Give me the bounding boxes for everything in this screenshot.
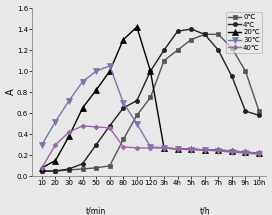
20℃ bbox=[230, 150, 234, 152]
0℃ bbox=[230, 47, 234, 49]
4℃ bbox=[149, 70, 152, 72]
30℃ bbox=[40, 143, 44, 146]
0℃ bbox=[81, 168, 84, 170]
0℃ bbox=[176, 49, 179, 51]
30℃ bbox=[122, 101, 125, 104]
Line: 30℃: 30℃ bbox=[39, 63, 262, 157]
30℃ bbox=[135, 122, 138, 125]
30℃ bbox=[230, 151, 234, 154]
4℃ bbox=[40, 170, 44, 172]
0℃ bbox=[122, 138, 125, 141]
Legend: 0℃, 4℃, 20℃, 30℃, 40℃: 0℃, 4℃, 20℃, 30℃, 40℃ bbox=[226, 12, 262, 53]
20℃ bbox=[122, 38, 125, 41]
0℃ bbox=[40, 170, 44, 172]
20℃ bbox=[217, 149, 220, 151]
Line: 20℃: 20℃ bbox=[39, 24, 262, 171]
30℃ bbox=[257, 153, 261, 155]
4℃ bbox=[176, 30, 179, 32]
20℃ bbox=[81, 107, 84, 109]
30℃ bbox=[244, 152, 247, 154]
40℃ bbox=[108, 127, 111, 129]
0℃ bbox=[135, 114, 138, 117]
30℃ bbox=[95, 70, 98, 72]
4℃ bbox=[162, 49, 166, 51]
40℃ bbox=[54, 143, 57, 146]
30℃ bbox=[81, 80, 84, 83]
40℃ bbox=[162, 147, 166, 149]
20℃ bbox=[67, 135, 71, 138]
Text: t/min: t/min bbox=[86, 207, 106, 215]
0℃ bbox=[244, 70, 247, 72]
40℃ bbox=[135, 147, 138, 149]
20℃ bbox=[257, 152, 261, 154]
4℃ bbox=[122, 107, 125, 109]
20℃ bbox=[190, 148, 193, 150]
Line: 4℃: 4℃ bbox=[40, 27, 261, 173]
30℃ bbox=[203, 149, 206, 151]
20℃ bbox=[203, 149, 206, 151]
30℃ bbox=[190, 149, 193, 151]
40℃ bbox=[67, 131, 71, 134]
0℃ bbox=[203, 33, 206, 36]
4℃ bbox=[203, 33, 206, 36]
40℃ bbox=[149, 147, 152, 149]
20℃ bbox=[95, 89, 98, 91]
40℃ bbox=[190, 148, 193, 150]
30℃ bbox=[54, 120, 57, 123]
20℃ bbox=[40, 167, 44, 169]
0℃ bbox=[108, 164, 111, 167]
40℃ bbox=[40, 167, 44, 169]
40℃ bbox=[203, 149, 206, 151]
Line: 40℃: 40℃ bbox=[40, 124, 261, 170]
Line: 0℃: 0℃ bbox=[40, 32, 261, 173]
40℃ bbox=[230, 150, 234, 152]
4℃ bbox=[190, 28, 193, 30]
4℃ bbox=[95, 143, 98, 146]
0℃ bbox=[54, 170, 57, 172]
40℃ bbox=[257, 152, 261, 154]
20℃ bbox=[54, 159, 57, 162]
0℃ bbox=[149, 96, 152, 99]
4℃ bbox=[135, 99, 138, 102]
30℃ bbox=[176, 148, 179, 150]
4℃ bbox=[230, 75, 234, 78]
30℃ bbox=[217, 150, 220, 152]
40℃ bbox=[176, 148, 179, 150]
0℃ bbox=[67, 169, 71, 171]
4℃ bbox=[217, 49, 220, 51]
40℃ bbox=[244, 151, 247, 154]
4℃ bbox=[81, 162, 84, 165]
4℃ bbox=[257, 114, 261, 117]
30℃ bbox=[108, 64, 111, 67]
20℃ bbox=[244, 151, 247, 154]
20℃ bbox=[176, 148, 179, 150]
Y-axis label: A: A bbox=[5, 89, 16, 95]
30℃ bbox=[149, 146, 152, 148]
0℃ bbox=[190, 38, 193, 41]
40℃ bbox=[95, 126, 98, 128]
30℃ bbox=[67, 99, 71, 102]
20℃ bbox=[162, 147, 166, 149]
4℃ bbox=[54, 170, 57, 172]
4℃ bbox=[244, 110, 247, 112]
Text: t/h: t/h bbox=[199, 207, 210, 215]
20℃ bbox=[135, 26, 138, 28]
30℃ bbox=[162, 147, 166, 149]
0℃ bbox=[95, 167, 98, 169]
40℃ bbox=[217, 149, 220, 151]
40℃ bbox=[81, 124, 84, 127]
20℃ bbox=[108, 70, 111, 72]
0℃ bbox=[217, 33, 220, 36]
4℃ bbox=[108, 124, 111, 127]
0℃ bbox=[162, 59, 166, 62]
0℃ bbox=[257, 110, 261, 112]
40℃ bbox=[122, 146, 125, 148]
4℃ bbox=[67, 168, 71, 170]
20℃ bbox=[149, 70, 152, 72]
